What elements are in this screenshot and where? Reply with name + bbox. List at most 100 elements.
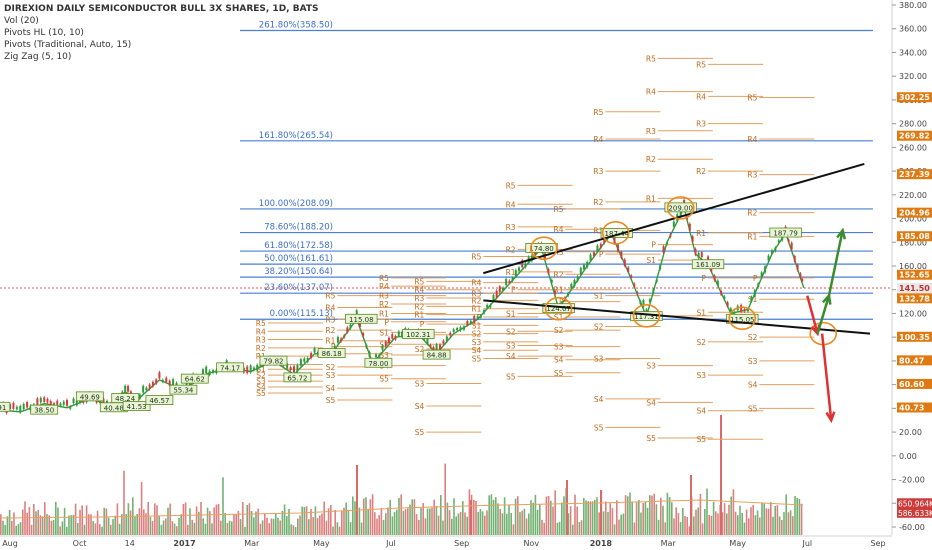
- volume-bar: [310, 509, 312, 535]
- pivot-level-label: R5: [696, 60, 706, 69]
- pivot-level-label: P: [599, 250, 604, 259]
- pivot-level-label: R3: [593, 167, 603, 176]
- volume-bar: [195, 506, 198, 535]
- time-tick-label: Mar: [244, 539, 260, 548]
- candle-body: [495, 290, 498, 298]
- volume-bar: [508, 504, 510, 535]
- volume-bar: [393, 511, 396, 535]
- pivot-level-label: S1: [379, 328, 389, 337]
- pivot-label-box: [402, 329, 435, 339]
- highlight-circle: [530, 236, 558, 261]
- volume-bar: [220, 520, 222, 535]
- candle-body: [489, 304, 492, 308]
- pivot-level-label: S5: [554, 369, 564, 378]
- volume-bar: [382, 519, 385, 535]
- volume-bar: [11, 520, 13, 535]
- indicator-zigzag[interactable]: Zig Zag (5, 10): [4, 52, 72, 62]
- candle-body: [429, 345, 432, 348]
- candle-body: [599, 243, 602, 248]
- highlight-circle: [666, 196, 695, 220]
- volume-bar: [303, 507, 306, 535]
- volume-bar: [336, 522, 339, 535]
- price-tick-label: 220.00: [899, 191, 927, 200]
- volume-bar: [701, 523, 704, 535]
- price-line: [0, 205, 805, 413]
- candle-body: [713, 275, 716, 281]
- indicator-pivots-traditional[interactable]: Pivots (Traditional, Auto, 15): [4, 40, 132, 50]
- pivot-level-label: S3: [506, 341, 516, 350]
- volume-bar: [290, 524, 292, 535]
- pivot-level-label: S5: [506, 372, 516, 381]
- candle-body: [567, 293, 570, 296]
- time-tick-label: May: [729, 539, 746, 548]
- volume-bar: [327, 508, 330, 535]
- highlight-circle: [632, 304, 661, 328]
- indicator-pivots-hl[interactable]: Pivots HL (10, 10): [4, 28, 84, 38]
- volume-bar: [6, 516, 9, 535]
- pivot-level-label: R5: [471, 253, 481, 262]
- volume-bar: [677, 513, 680, 535]
- pivot-label-box: [0, 401, 11, 412]
- volume-bar: [55, 501, 57, 535]
- pivot-level-label: R2: [593, 198, 603, 207]
- pivot-level-label: S1: [646, 256, 656, 265]
- volume-bar: [651, 495, 653, 535]
- candle-body: [256, 364, 259, 371]
- volume-bar: [717, 513, 719, 535]
- volume-bar: [253, 517, 255, 535]
- price-tick-label: 260.00: [899, 143, 927, 152]
- candle-body: [19, 405, 22, 413]
- pivot-label-text: 84.88: [427, 352, 447, 360]
- pivot-level-label: S2: [748, 333, 758, 342]
- pivot-label-box: [691, 259, 725, 270]
- volume-bar: [477, 511, 479, 535]
- indicator-volume[interactable]: Vol (20): [4, 16, 39, 26]
- price-badge-label: 152.65: [899, 271, 930, 280]
- pivot-label-text: 40.91: [0, 404, 6, 412]
- candle-body: [349, 324, 352, 329]
- candle-body: [473, 315, 476, 323]
- candle-body: [22, 403, 25, 410]
- candle-body: [378, 354, 381, 358]
- candle-body: [36, 398, 39, 406]
- volume-bar: [96, 510, 99, 535]
- volume-bar: [19, 522, 22, 535]
- volume-bar: [756, 510, 759, 535]
- candle-body: [299, 359, 302, 366]
- candle-body: [336, 336, 339, 343]
- pivot-label-text: 46.57: [149, 397, 169, 405]
- candle-body: [518, 267, 521, 271]
- pivot-level-label: R5: [646, 54, 656, 63]
- volume-bar: [275, 513, 277, 535]
- candle-body: [616, 244, 619, 252]
- pivot-level-label: R1: [471, 305, 481, 314]
- pivot-level-label: R2: [747, 209, 757, 218]
- volume-bar: [613, 524, 616, 535]
- pivot-level-label: S1: [594, 292, 604, 301]
- pivot-label-box: [180, 373, 209, 384]
- pivot-level-label: R5: [256, 319, 266, 328]
- volume-bar: [737, 515, 739, 535]
- volume-bar: [629, 492, 631, 535]
- candle-body: [672, 221, 675, 227]
- pivot-level-label: S2: [594, 323, 604, 332]
- volume-bar: [699, 493, 702, 535]
- pivot-level-label: S4: [646, 398, 656, 407]
- pivot-level-label: P: [651, 241, 656, 250]
- pivot-level-label: R4: [379, 282, 389, 291]
- candle-body: [524, 263, 527, 268]
- volume-bar: [415, 514, 418, 535]
- volume-bar: [772, 516, 774, 535]
- pivot-level-label: S1: [472, 321, 482, 330]
- volume-bar: [686, 516, 688, 535]
- time-tick-label: May: [313, 539, 330, 548]
- volume-bar: [94, 523, 97, 535]
- candle-body: [466, 320, 469, 326]
- volume-bar: [112, 519, 114, 535]
- pivot-level-label: S4: [326, 384, 336, 393]
- candle-body: [790, 242, 793, 250]
- time-tick-label: 2018: [590, 539, 613, 548]
- volume-bar: [743, 522, 746, 535]
- candle-body: [746, 309, 749, 312]
